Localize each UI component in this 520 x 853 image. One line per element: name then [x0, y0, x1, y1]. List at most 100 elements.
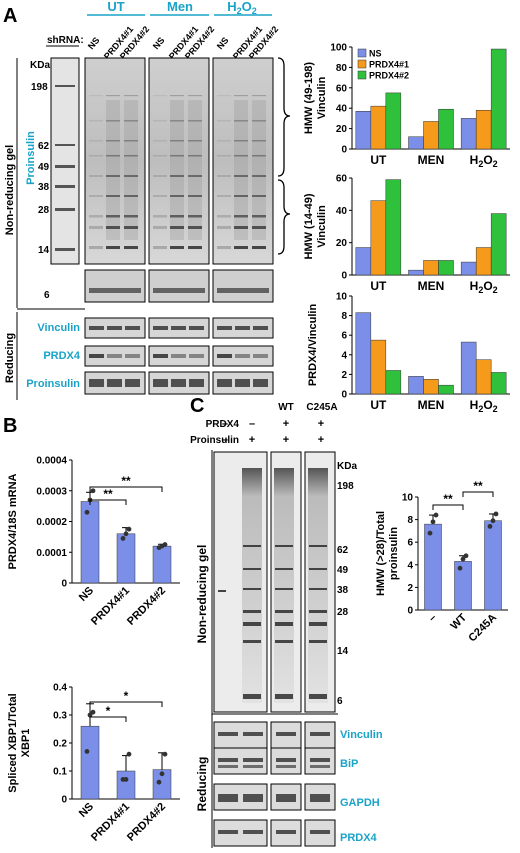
sign-row-prdx4: – – + +: [222, 418, 324, 430]
band: [252, 215, 266, 218]
bar-prdx4-1-men: [423, 379, 439, 395]
band: [89, 195, 103, 197]
band: [170, 175, 184, 177]
side-label-nonreducing: Non-reducing gel: [4, 145, 16, 235]
x-tick-label: NS: [77, 585, 96, 604]
legend-swatch: [357, 48, 367, 58]
band: [125, 354, 140, 358]
band: [310, 830, 330, 834]
y-tick-label: 2: [341, 370, 347, 381]
y-tick-label: 0: [407, 606, 413, 617]
data-point: [430, 519, 436, 525]
gel-bands-c: [218, 468, 328, 703]
smear: [188, 100, 202, 240]
marker-14: 14: [38, 245, 50, 256]
gel-panels-a: [84, 57, 274, 303]
band: [309, 694, 327, 699]
significance-label: *: [124, 689, 129, 703]
band: [235, 379, 250, 387]
bar-prdx4-2-men: [438, 260, 454, 276]
band: [189, 379, 204, 387]
band: [153, 246, 167, 249]
bar-prdx4-2-men: [438, 108, 454, 150]
bar-prdx4-2-h2o2: [490, 48, 507, 150]
bar-prdx4-2-h2o2: [490, 213, 507, 276]
shrna-label: shRNA:: [47, 35, 84, 46]
marker-28: 28: [337, 607, 349, 618]
smear: [106, 100, 120, 240]
row-label-prdx4: PRDX4: [206, 419, 240, 430]
data-point: [457, 565, 463, 571]
band: [171, 354, 186, 358]
band: [188, 120, 202, 122]
row-label-proinsulin: Proinsulin: [190, 435, 239, 446]
smear: [308, 468, 328, 703]
y-tick-label: 8: [341, 311, 347, 322]
significance-bracket: [89, 701, 163, 707]
significance-label: *: [106, 704, 111, 718]
band: [243, 545, 261, 547]
band: [188, 140, 202, 142]
band: [153, 379, 168, 387]
band: [217, 326, 232, 330]
legend-label: PRDX4#2: [369, 71, 409, 81]
band: [106, 120, 120, 122]
significance-label: **: [103, 487, 113, 501]
band: [243, 830, 263, 834]
smear: [242, 468, 262, 703]
y-tick-label: 6: [341, 331, 347, 342]
brace-hmw-14-49: [277, 179, 291, 255]
lane-label-ns: NS: [215, 35, 231, 51]
band: [310, 765, 330, 768]
significance-bracket: [89, 716, 127, 722]
y-tick-label: 0.1: [53, 767, 67, 778]
y-axis-label: Vinculin: [316, 205, 328, 248]
y-axis-label: proinsulin: [388, 527, 400, 580]
y-axis-label: Spliced XBP1/Total: [7, 693, 19, 792]
data-point: [84, 749, 90, 754]
marker-62: 62: [38, 141, 50, 152]
y-tick-label: 60: [336, 174, 348, 185]
x-tick-label: PRDX4#2: [125, 585, 168, 628]
bar-1: [454, 561, 472, 611]
reducing-label-vinculin: Vinculin: [37, 322, 80, 334]
bar-prdx4-1-ut: [370, 200, 387, 276]
band: [170, 195, 184, 197]
band: [253, 326, 268, 330]
x-tick-label: MEN: [418, 398, 445, 412]
band: [234, 215, 248, 218]
data-point: [162, 751, 168, 757]
band: [124, 246, 138, 249]
band: [124, 195, 138, 197]
y-tick-label: 0: [61, 795, 67, 806]
bar-2: [484, 520, 502, 611]
band: [124, 175, 138, 177]
band: [243, 568, 261, 570]
bar-prdx4-2-men: [438, 384, 454, 395]
band: [253, 379, 268, 387]
band: [170, 226, 184, 229]
marker-38: 38: [38, 182, 50, 193]
reducing-blots-a: [84, 317, 274, 395]
y-tick-label: 100: [330, 43, 347, 54]
band: [310, 758, 330, 762]
band: [243, 610, 261, 613]
band: [124, 215, 138, 218]
band: [252, 246, 266, 249]
band: [188, 195, 202, 197]
band: [243, 794, 263, 802]
bar-ns-h2o2: [460, 118, 477, 150]
band: [252, 195, 266, 197]
bar-prdx4-2-h2o2: [490, 372, 507, 395]
data-point: [493, 511, 499, 517]
smear: [124, 100, 138, 240]
y-tick-label: 40: [336, 104, 348, 115]
sign: +: [318, 418, 324, 430]
band: [234, 140, 248, 142]
band: [243, 694, 261, 699]
band: [309, 640, 327, 643]
band: [170, 120, 184, 122]
band-6kda: [217, 288, 269, 293]
band: [106, 95, 120, 97]
